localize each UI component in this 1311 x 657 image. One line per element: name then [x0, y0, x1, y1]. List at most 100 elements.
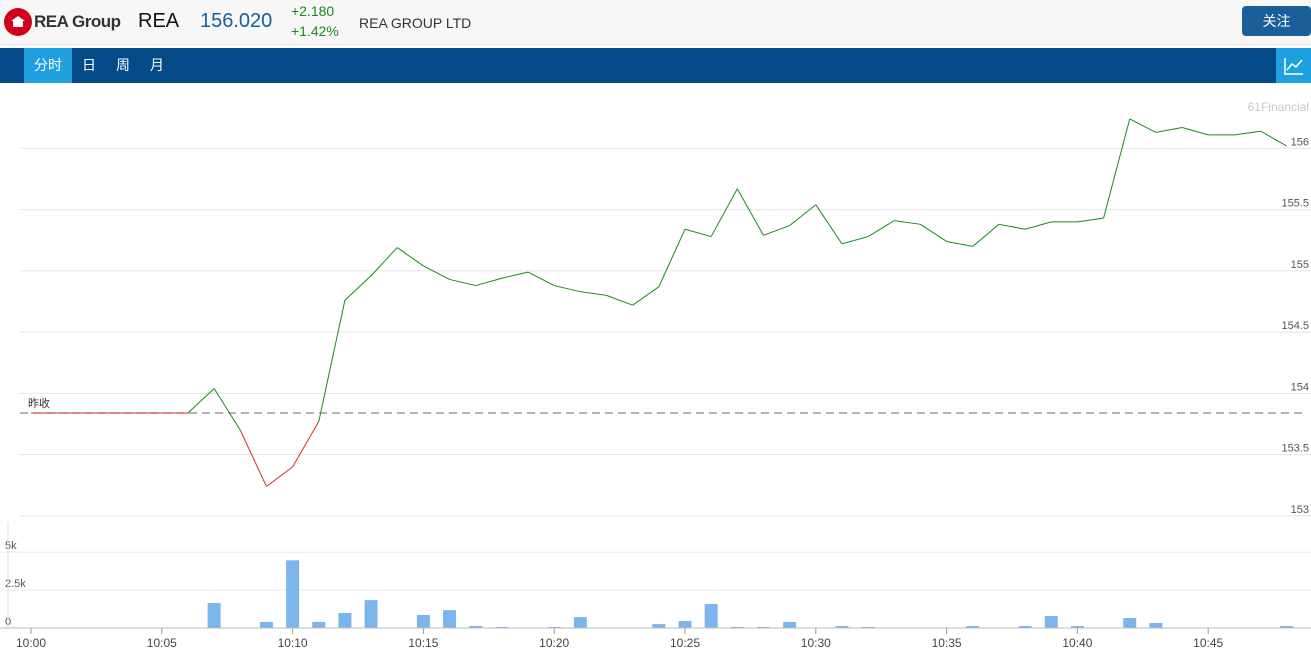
x-tick-label: 10:05 [147, 636, 177, 650]
x-tick-label: 10:30 [801, 636, 831, 650]
watermark: 61Financial [1248, 100, 1309, 114]
volume-bar [1149, 623, 1163, 628]
price-segment [632, 286, 660, 306]
price-segment [1234, 130, 1261, 136]
price-segment [998, 223, 1026, 230]
price-segment [580, 291, 607, 296]
reference-label: 昨收 [28, 396, 50, 410]
y-tick-label: 154 [1291, 381, 1309, 393]
tab-bar: 分时 日 周 月 [0, 48, 1311, 83]
volume-bar [259, 621, 273, 628]
volume-bar [966, 626, 980, 628]
volume-bar [678, 621, 692, 628]
price-segment [239, 429, 267, 487]
price-segment [841, 236, 869, 245]
y-tick-label: 155.5 [1281, 198, 1309, 210]
x-tick-label: 10:40 [1062, 636, 1092, 650]
price-segment [1103, 118, 1131, 219]
price-segment [763, 225, 790, 236]
x-tick-label: 10:10 [278, 636, 308, 650]
price-segment [946, 240, 973, 247]
symbol: REA [138, 10, 180, 32]
volume-bar [364, 600, 378, 628]
volume-bar [207, 603, 221, 628]
x-tick-label: 10:15 [408, 636, 438, 650]
volume-bar [783, 621, 797, 628]
tab[interactable]: 日 [82, 57, 96, 73]
y-tick-label: 153 [1291, 504, 1309, 516]
logo-icon [4, 8, 32, 36]
volume-bar [730, 626, 744, 628]
volume-bar [443, 610, 457, 628]
volume-bar [1070, 626, 1084, 628]
x-tick-label: 10:20 [539, 636, 569, 650]
tab[interactable]: 分时 [24, 48, 72, 83]
price-segment [1129, 118, 1157, 133]
y-tick-label: 153.5 [1281, 443, 1309, 455]
volume-bar [652, 624, 666, 628]
y-tick-label: 155 [1291, 259, 1309, 271]
volume-bar [547, 626, 561, 628]
chart-icon [1284, 58, 1303, 75]
volume-bar [1280, 626, 1294, 628]
volume-bar [286, 560, 300, 628]
price-segment [789, 204, 817, 226]
volume-bar [573, 617, 587, 628]
x-tick-label: 10:45 [1193, 636, 1223, 650]
volume-bar [338, 613, 352, 628]
price-segment [1155, 127, 1183, 133]
follow-button[interactable]: 关注 [1242, 6, 1311, 36]
tab[interactable]: 周 [116, 57, 130, 73]
price-segment [1077, 217, 1104, 223]
price-segment [292, 421, 320, 468]
price-segment [736, 188, 764, 236]
y-tick-label: 5k [5, 540, 17, 552]
tab[interactable]: 月 [150, 57, 164, 73]
price: 156.020 [200, 10, 273, 32]
price-segment [370, 247, 398, 277]
price-segment [449, 278, 476, 287]
x-tick-label: 10:35 [932, 636, 962, 650]
header: REA Group REA 156.020 +2.180 +1.42% REA … [0, 0, 1311, 45]
x-tick-label: 10:25 [670, 636, 700, 650]
price-segment [554, 285, 581, 293]
price-segment [1181, 127, 1209, 136]
price-segment [684, 228, 712, 238]
price-segment [894, 220, 921, 225]
price-segment [710, 188, 738, 237]
volume-bar [469, 626, 483, 628]
company-name: REA GROUP LTD [359, 15, 472, 31]
y-tick-label: 154.5 [1281, 320, 1309, 332]
volume-bar [704, 604, 718, 628]
price-segment [344, 275, 372, 301]
price-segment [1024, 221, 1052, 230]
chart-icon-button[interactable] [1276, 48, 1311, 83]
price-segment [815, 204, 843, 245]
x-tick-label: 10:00 [16, 636, 46, 650]
price-segment [501, 271, 529, 279]
change-pct: +1.42% [291, 23, 339, 39]
volume-bar [1018, 626, 1032, 628]
price-segment [187, 388, 215, 414]
price-segment [658, 229, 686, 287]
price-segment [606, 294, 633, 306]
volume-bar [312, 621, 326, 628]
volume-bar [416, 614, 430, 628]
price-segment [972, 223, 1000, 247]
volume-bar [756, 626, 770, 628]
price-segment [423, 265, 450, 280]
volume-bar [1123, 618, 1137, 628]
price-segment [867, 220, 895, 237]
price-segment [213, 388, 241, 431]
chart: 61Financial 153 153.5 154 154.5 155 155.5 156 昨… [0, 100, 1311, 650]
y-tick-label: 156 [1291, 136, 1309, 148]
volume-bar [495, 626, 509, 628]
volume-bar [835, 626, 849, 628]
price-segment [920, 223, 947, 242]
price-segment [318, 300, 346, 422]
volume-bar [1044, 616, 1058, 628]
volume-bar [861, 626, 875, 628]
price-segment [1260, 130, 1287, 147]
price-segment [475, 277, 503, 287]
